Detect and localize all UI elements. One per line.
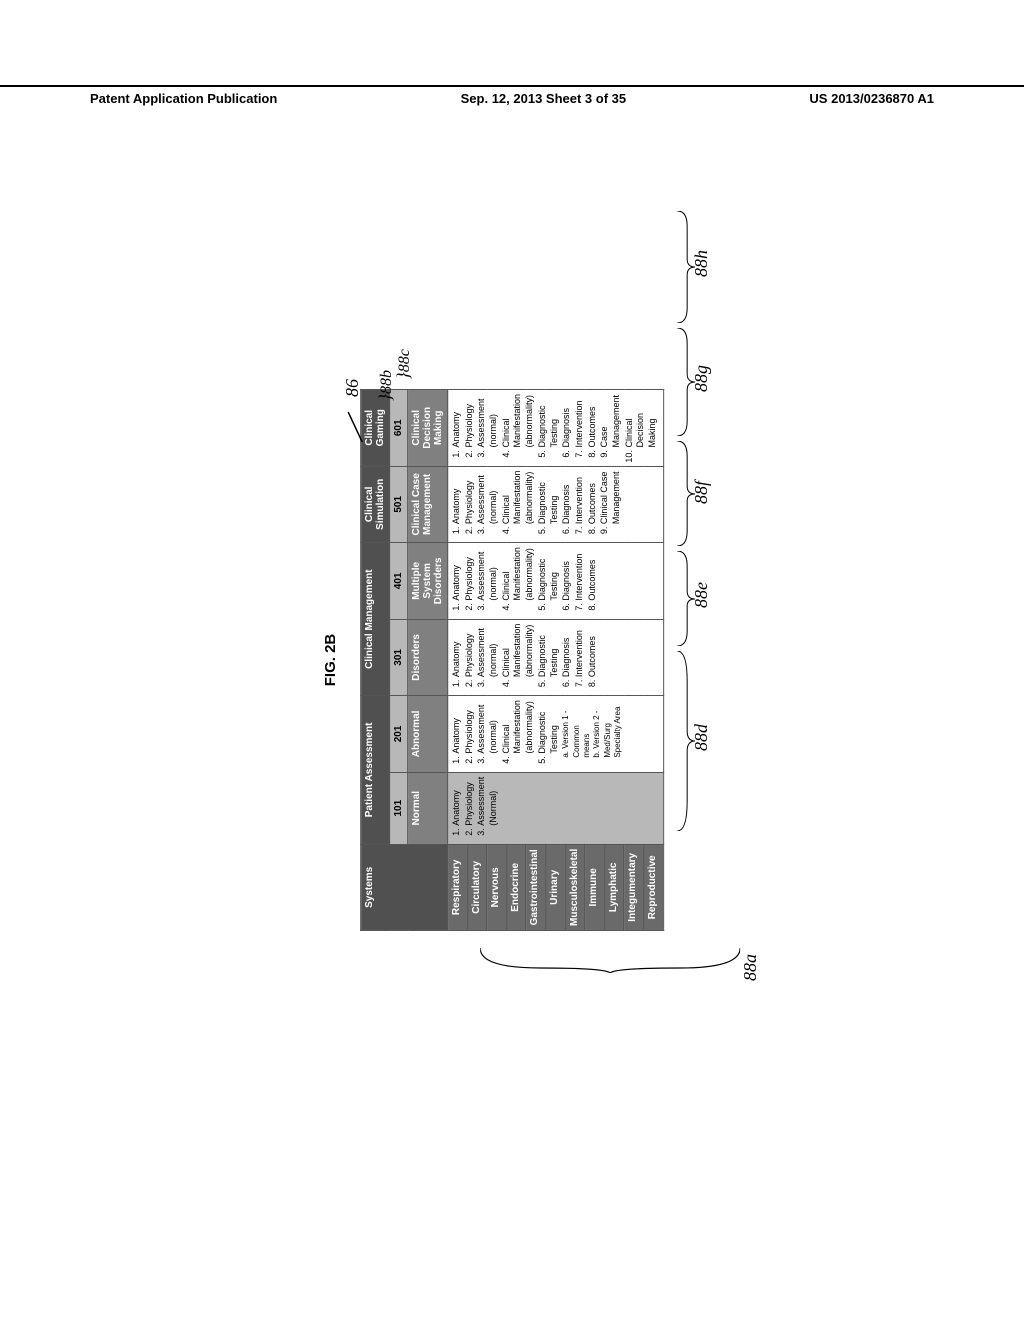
sub-abnormal: Abnormal <box>408 696 448 773</box>
list-item: Clinical Manifestation (abnormality) <box>501 547 536 601</box>
content-cdm: AnatomyPhysiologyAssessment (normal)Clin… <box>448 390 664 467</box>
list-item: Diagnostic Testing <box>537 700 560 754</box>
system-immune: Immune <box>585 844 605 930</box>
list-item: Clinical Manifestation (abnormality) <box>501 700 536 754</box>
list-item: Intervention <box>574 471 586 525</box>
list-item: Physiology <box>464 547 476 601</box>
figure-label: FIG. 2B <box>322 634 339 687</box>
system-urinary: Urinary <box>546 844 566 930</box>
annot-88d: 88d <box>677 651 698 831</box>
list-item: Diagnosis <box>561 547 573 601</box>
system-circulatory: Circulatory <box>467 844 487 930</box>
system-endocrine: Endocrine <box>506 844 526 930</box>
list-item: Anatomy <box>451 624 463 678</box>
content-ccm: AnatomyPhysiologyAssessment (normal)Clin… <box>448 466 664 543</box>
list-item: Physiology <box>464 700 476 754</box>
annot-88h: 88h <box>677 211 698 323</box>
list-item: Clinical Case Management <box>599 471 622 525</box>
header-left: Patent Application Publication <box>90 91 277 106</box>
system-reproductive: Reproductive <box>644 844 664 930</box>
sub-disorders: Disorders <box>408 619 448 696</box>
header-clinical-simulation: Clinical Simulation <box>361 466 390 543</box>
page-header: Patent Application Publication Sep. 12, … <box>0 85 1024 106</box>
system-musculoskeletal: Musculoskeletal <box>565 844 585 930</box>
system-respiratory: Respiratory <box>448 844 468 930</box>
list-item: Diagnosis <box>561 624 573 678</box>
header-clinical-gaming: Clinical Gaming }88b <box>361 390 390 467</box>
annot-88g: 88g <box>677 328 698 436</box>
system-integumentary: Integumentary <box>624 844 644 930</box>
list-item: Physiology <box>464 777 476 826</box>
figure-container: FIG. 2B 86 Systems Patient Assessment Cl… <box>360 389 664 931</box>
list-item: Case Management <box>599 394 622 448</box>
main-table: Systems Patient Assessment Clinical Mana… <box>360 389 664 931</box>
sub-normal: Normal <box>408 772 448 844</box>
list-item: Assessment (normal) <box>477 394 500 448</box>
annot-88a: 88a <box>480 943 745 973</box>
list-item: Assessment (normal) <box>477 624 500 678</box>
list-item: Diagnosis <box>561 394 573 448</box>
system-gastrointestinal: Gastrointestinal <box>526 844 546 930</box>
list-item: Diagnostic Testing <box>537 624 560 678</box>
system-nervous: Nervous <box>487 844 507 930</box>
list-item: Assessment (normal) <box>477 471 500 525</box>
list-item: Anatomy <box>451 700 463 754</box>
list-item: Clinical Manifestation (abnormality) <box>501 394 536 448</box>
list-item: Assessment (normal) <box>477 700 500 754</box>
list-item: Outcomes <box>587 394 599 448</box>
list-item: Physiology <box>464 471 476 525</box>
list-item: Physiology <box>464 394 476 448</box>
annot-88e: 88e <box>677 551 698 646</box>
id-disorders: 301 <box>390 619 408 696</box>
sub-ccm: Clinical Case Management <box>408 466 448 543</box>
id-msd: 401 <box>390 543 408 620</box>
content-disorders: AnatomyPhysiologyAssessment (normal)Clin… <box>448 619 664 696</box>
id-normal: 101 <box>390 772 408 844</box>
header-patient-assessment: Patient Assessment <box>361 696 390 845</box>
list-item: Physiology <box>464 624 476 678</box>
list-item: Diagnostic Testing <box>537 394 560 448</box>
list-item: Intervention <box>574 547 586 601</box>
header-center: Sep. 12, 2013 Sheet 3 of 35 <box>461 91 626 106</box>
id-abnormal: 201 <box>390 696 408 773</box>
sub-msd: Multiple System Disorders <box>408 543 448 620</box>
content-normal: AnatomyPhysiologyAssessment (Normal) <box>448 772 664 844</box>
header-systems: Systems <box>361 844 448 930</box>
header-right: US 2013/0236870 A1 <box>809 91 934 106</box>
list-item: Clinical Decision Making <box>624 394 659 448</box>
list-item: Diagnostic Testing <box>537 471 560 525</box>
list-item: Diagnosis <box>561 471 573 525</box>
sub-cdm: Clinical Decision Making <box>408 390 448 467</box>
list-item: Anatomy <box>451 394 463 448</box>
list-item: Clinical Manifestation (abnormality) <box>501 471 536 525</box>
list-item: Anatomy <box>451 777 463 826</box>
content-msd: AnatomyPhysiologyAssessment (normal)Clin… <box>448 543 664 620</box>
id-ccm: 501 <box>390 466 408 543</box>
list-item: Outcomes <box>587 624 599 678</box>
list-item: Intervention <box>574 394 586 448</box>
annot-86: 86 <box>342 379 364 442</box>
system-lymphatic: Lymphatic <box>604 844 624 930</box>
list-item: Clinical Manifestation (abnormality) <box>501 624 536 678</box>
list-item: Intervention <box>574 624 586 678</box>
header-clinical-management: Clinical Management <box>361 543 390 696</box>
list-item: Anatomy <box>451 547 463 601</box>
list-item: Outcomes <box>587 471 599 525</box>
list-item: Anatomy <box>451 471 463 525</box>
list-item: Outcomes <box>587 547 599 601</box>
content-abnormal: AnatomyPhysiologyAssessment (normal)Clin… <box>448 696 664 773</box>
list-item: Assessment (normal) <box>477 547 500 601</box>
annot-88f: 88f <box>677 441 698 546</box>
list-item: Assessment (Normal) <box>477 777 500 826</box>
list-item: Diagnostic Testing <box>537 547 560 601</box>
